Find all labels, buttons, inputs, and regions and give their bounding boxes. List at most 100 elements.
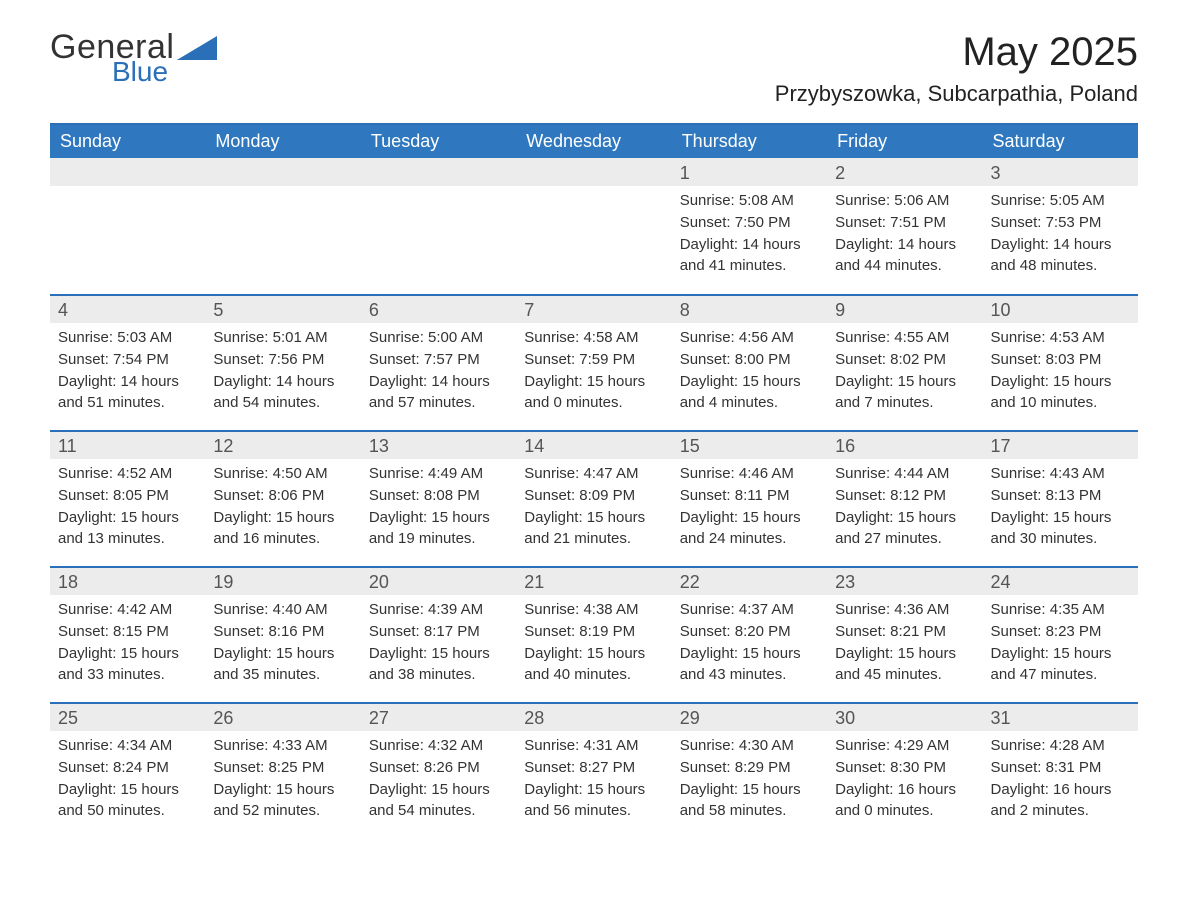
day-number: 14: [516, 430, 671, 459]
sunrise-line: Sunrise: 4:50 AM: [213, 463, 352, 485]
calendar-cell: 12Sunrise: 4:50 AMSunset: 8:06 PMDayligh…: [205, 430, 360, 566]
sunrise-line: Sunrise: 5:03 AM: [58, 327, 197, 349]
sunset-line: Sunset: 8:21 PM: [835, 621, 974, 643]
weekday-header: Monday: [205, 124, 360, 158]
calendar-cell: 6Sunrise: 5:00 AMSunset: 7:57 PMDaylight…: [361, 294, 516, 430]
location-line: Przybyszowka, Subcarpathia, Poland: [775, 81, 1138, 107]
daylight-line: Daylight: 15 hours and 24 minutes.: [680, 507, 819, 551]
sunrise-line: Sunrise: 4:37 AM: [680, 599, 819, 621]
daylight-line: Daylight: 15 hours and 52 minutes.: [213, 779, 352, 823]
sunset-line: Sunset: 8:09 PM: [524, 485, 663, 507]
day-number: 24: [983, 566, 1138, 595]
day-body: Sunrise: 4:58 AMSunset: 7:59 PMDaylight:…: [516, 323, 671, 422]
sunrise-line: Sunrise: 4:49 AM: [369, 463, 508, 485]
day-number: 21: [516, 566, 671, 595]
day-body: Sunrise: 4:36 AMSunset: 8:21 PMDaylight:…: [827, 595, 982, 694]
day-body: Sunrise: 4:46 AMSunset: 8:11 PMDaylight:…: [672, 459, 827, 558]
daylight-line: Daylight: 15 hours and 30 minutes.: [991, 507, 1130, 551]
sunset-line: Sunset: 8:00 PM: [680, 349, 819, 371]
weekday-header: Friday: [827, 124, 982, 158]
day-number: 8: [672, 294, 827, 323]
day-body: Sunrise: 5:06 AMSunset: 7:51 PMDaylight:…: [827, 186, 982, 285]
sunset-line: Sunset: 7:51 PM: [835, 212, 974, 234]
day-body: Sunrise: 4:33 AMSunset: 8:25 PMDaylight:…: [205, 731, 360, 830]
sunset-line: Sunset: 8:11 PM: [680, 485, 819, 507]
calendar-cell: 18Sunrise: 4:42 AMSunset: 8:15 PMDayligh…: [50, 566, 205, 702]
daylight-line: Daylight: 15 hours and 13 minutes.: [58, 507, 197, 551]
day-body: Sunrise: 4:29 AMSunset: 8:30 PMDaylight:…: [827, 731, 982, 830]
sunset-line: Sunset: 7:59 PM: [524, 349, 663, 371]
day-number: 12: [205, 430, 360, 459]
sunrise-line: Sunrise: 4:30 AM: [680, 735, 819, 757]
day-number: 15: [672, 430, 827, 459]
day-body: Sunrise: 4:52 AMSunset: 8:05 PMDaylight:…: [50, 459, 205, 558]
daylight-line: Daylight: 14 hours and 41 minutes.: [680, 234, 819, 278]
calendar-week-row: 18Sunrise: 4:42 AMSunset: 8:15 PMDayligh…: [50, 566, 1138, 702]
day-body: Sunrise: 4:49 AMSunset: 8:08 PMDaylight:…: [361, 459, 516, 558]
daylight-line: Daylight: 15 hours and 45 minutes.: [835, 643, 974, 687]
sunset-line: Sunset: 8:30 PM: [835, 757, 974, 779]
sunrise-line: Sunrise: 4:29 AM: [835, 735, 974, 757]
sunrise-line: Sunrise: 4:39 AM: [369, 599, 508, 621]
day-body: Sunrise: 4:47 AMSunset: 8:09 PMDaylight:…: [516, 459, 671, 558]
day-number: 22: [672, 566, 827, 595]
calendar-cell: 10Sunrise: 4:53 AMSunset: 8:03 PMDayligh…: [983, 294, 1138, 430]
day-body: Sunrise: 5:01 AMSunset: 7:56 PMDaylight:…: [205, 323, 360, 422]
calendar-cell: 20Sunrise: 4:39 AMSunset: 8:17 PMDayligh…: [361, 566, 516, 702]
day-number: 7: [516, 294, 671, 323]
daylight-line: Daylight: 16 hours and 2 minutes.: [991, 779, 1130, 823]
day-body: Sunrise: 4:39 AMSunset: 8:17 PMDaylight:…: [361, 595, 516, 694]
daylight-line: Daylight: 14 hours and 44 minutes.: [835, 234, 974, 278]
calendar-week-row: 1Sunrise: 5:08 AMSunset: 7:50 PMDaylight…: [50, 158, 1138, 294]
day-body: Sunrise: 4:30 AMSunset: 8:29 PMDaylight:…: [672, 731, 827, 830]
sunset-line: Sunset: 8:05 PM: [58, 485, 197, 507]
calendar-cell: [361, 158, 516, 294]
day-body: Sunrise: 4:56 AMSunset: 8:00 PMDaylight:…: [672, 323, 827, 422]
daylight-line: Daylight: 15 hours and 56 minutes.: [524, 779, 663, 823]
sunrise-line: Sunrise: 4:44 AM: [835, 463, 974, 485]
day-number: 4: [50, 294, 205, 323]
daylight-line: Daylight: 15 hours and 7 minutes.: [835, 371, 974, 415]
daylight-line: Daylight: 15 hours and 19 minutes.: [369, 507, 508, 551]
sunrise-line: Sunrise: 4:32 AM: [369, 735, 508, 757]
sunset-line: Sunset: 8:08 PM: [369, 485, 508, 507]
sunrise-line: Sunrise: 4:42 AM: [58, 599, 197, 621]
calendar-body: 1Sunrise: 5:08 AMSunset: 7:50 PMDaylight…: [50, 158, 1138, 838]
sunset-line: Sunset: 7:57 PM: [369, 349, 508, 371]
day-number: 20: [361, 566, 516, 595]
daylight-line: Daylight: 15 hours and 33 minutes.: [58, 643, 197, 687]
calendar-header-row: SundayMondayTuesdayWednesdayThursdayFrid…: [50, 124, 1138, 158]
empty-day: [50, 158, 205, 186]
day-number: 26: [205, 702, 360, 731]
sunrise-line: Sunrise: 4:55 AM: [835, 327, 974, 349]
day-body: Sunrise: 5:05 AMSunset: 7:53 PMDaylight:…: [983, 186, 1138, 285]
daylight-line: Daylight: 15 hours and 4 minutes.: [680, 371, 819, 415]
calendar-cell: 1Sunrise: 5:08 AMSunset: 7:50 PMDaylight…: [672, 158, 827, 294]
calendar-week-row: 25Sunrise: 4:34 AMSunset: 8:24 PMDayligh…: [50, 702, 1138, 838]
sunset-line: Sunset: 7:56 PM: [213, 349, 352, 371]
sunset-line: Sunset: 8:19 PM: [524, 621, 663, 643]
day-number: 30: [827, 702, 982, 731]
daylight-line: Daylight: 15 hours and 38 minutes.: [369, 643, 508, 687]
brand-word2: Blue: [112, 58, 217, 86]
sunrise-line: Sunrise: 4:56 AM: [680, 327, 819, 349]
calendar-cell: 8Sunrise: 4:56 AMSunset: 8:00 PMDaylight…: [672, 294, 827, 430]
sunset-line: Sunset: 8:24 PM: [58, 757, 197, 779]
sunrise-line: Sunrise: 4:58 AM: [524, 327, 663, 349]
day-body: Sunrise: 4:44 AMSunset: 8:12 PMDaylight:…: [827, 459, 982, 558]
daylight-line: Daylight: 15 hours and 16 minutes.: [213, 507, 352, 551]
sunrise-line: Sunrise: 5:06 AM: [835, 190, 974, 212]
sunset-line: Sunset: 8:25 PM: [213, 757, 352, 779]
sunset-line: Sunset: 8:15 PM: [58, 621, 197, 643]
sunset-line: Sunset: 8:03 PM: [991, 349, 1130, 371]
empty-day: [361, 158, 516, 186]
calendar-week-row: 11Sunrise: 4:52 AMSunset: 8:05 PMDayligh…: [50, 430, 1138, 566]
daylight-line: Daylight: 15 hours and 35 minutes.: [213, 643, 352, 687]
sunrise-line: Sunrise: 5:08 AM: [680, 190, 819, 212]
sunset-line: Sunset: 8:29 PM: [680, 757, 819, 779]
calendar-cell: [205, 158, 360, 294]
calendar-cell: 2Sunrise: 5:06 AMSunset: 7:51 PMDaylight…: [827, 158, 982, 294]
calendar-cell: 14Sunrise: 4:47 AMSunset: 8:09 PMDayligh…: [516, 430, 671, 566]
day-body: Sunrise: 4:38 AMSunset: 8:19 PMDaylight:…: [516, 595, 671, 694]
weekday-header: Saturday: [983, 124, 1138, 158]
